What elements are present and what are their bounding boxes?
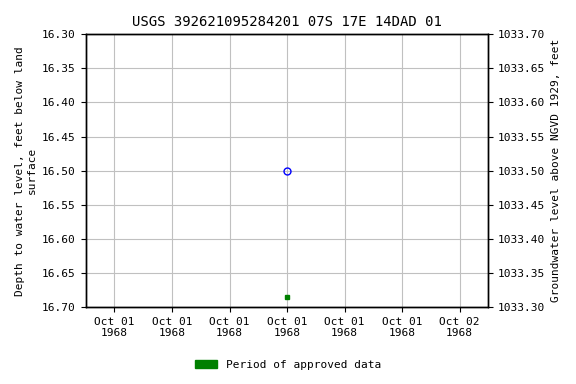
Legend: Period of approved data: Period of approved data [191, 356, 385, 375]
Y-axis label: Groundwater level above NGVD 1929, feet: Groundwater level above NGVD 1929, feet [551, 39, 561, 302]
Y-axis label: Depth to water level, feet below land
surface: Depth to water level, feet below land su… [15, 46, 37, 296]
Title: USGS 392621095284201 07S 17E 14DAD 01: USGS 392621095284201 07S 17E 14DAD 01 [132, 15, 442, 29]
